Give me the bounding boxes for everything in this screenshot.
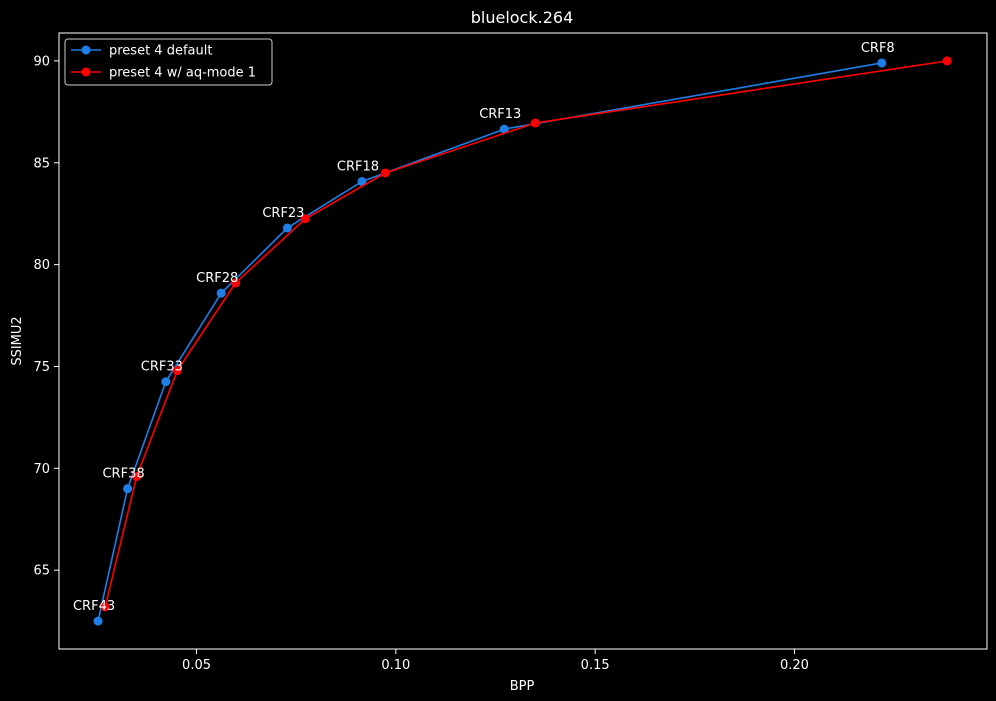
series-1-point [123,484,133,494]
y-tick-label: 65 [33,564,50,579]
crf-annotation: CRF33 [141,360,183,375]
series-line-1 [97,62,882,622]
series-2-point [172,366,182,376]
series-2-point [300,214,310,224]
legend-box [64,38,273,86]
series-1-point [93,616,103,626]
series-1-point [877,58,887,68]
annotation-layer: CRF43 CRF38 CRF33 CRF28 CRF23 CRF18 CRF13 CRF8 [73,41,895,614]
y-tick-label: 80 [33,258,50,273]
x-tick-label: 0.20 [780,658,809,673]
chart-title: bluelock.264 [471,8,574,27]
series-1-point [499,124,509,134]
legend: preset 4 default preset 4 w/ aq-mode 1 [64,38,273,86]
y-tick-label: 75 [33,360,50,375]
legend-label-2: preset 4 w/ aq-mode 1 [109,66,256,81]
crf-annotation: CRF8 [861,41,895,56]
x-tick-label: 0.15 [581,658,610,673]
legend-marker-1 [81,45,91,55]
series-2-point [530,118,540,128]
series-1-point [357,177,367,186]
series-2-point [942,56,952,66]
crf-annotation: CRF23 [262,206,304,221]
series-2-point [231,278,241,288]
y-tick-label: 70 [33,462,50,477]
plot-area [58,32,988,650]
y-tick-label: 90 [33,54,50,69]
x-tick-label: 0.05 [182,658,211,673]
x-axis-label: BPP [510,679,535,694]
series-1-point [282,223,292,233]
series-line-2 [104,60,948,608]
crf-annotation: CRF18 [337,160,379,175]
series-2-point [380,168,390,178]
series-2-point [132,471,142,481]
series-layer [93,56,952,626]
crf-annotation: CRF28 [196,271,238,286]
x-tick-label: 0.10 [381,658,410,673]
series-2-point [100,602,110,612]
crf-annotation: CRF13 [479,107,521,122]
crf-annotation: CRF43 [73,599,115,614]
x-axis-ticks: 0.05 0.10 0.15 0.20 [182,649,809,673]
y-axis-ticks: 65 70 75 80 85 90 [33,54,59,579]
legend-label-1: preset 4 default [109,44,212,59]
y-tick-label: 85 [33,156,50,171]
crf-annotation: CRF38 [102,467,144,482]
legend-marker-2 [81,67,91,77]
series-1-point [216,288,226,298]
series-1-point [161,377,171,387]
y-axis-label: SSIMU2 [10,316,25,365]
